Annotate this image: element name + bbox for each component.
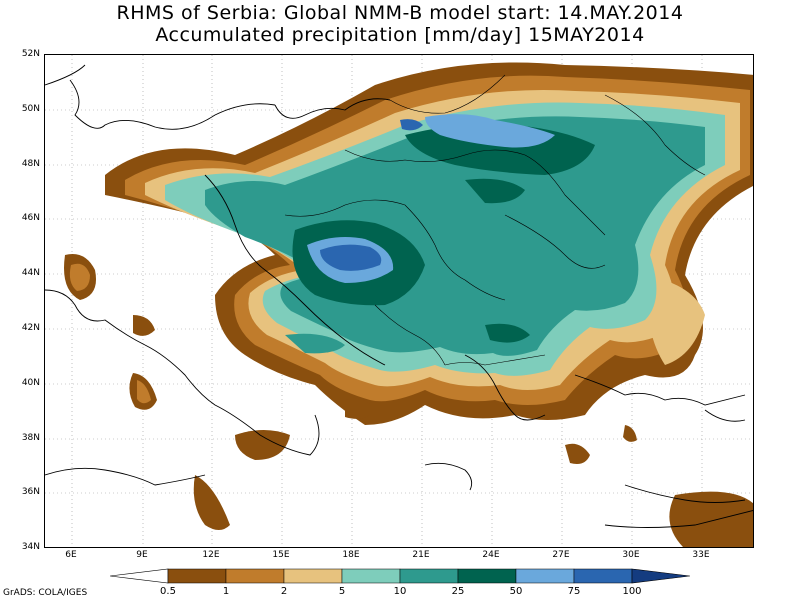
map-panel	[44, 54, 754, 548]
country-borders	[284, 74, 706, 366]
colorbar-label: 75	[567, 586, 581, 597]
lat-tick-label: 34N	[21, 542, 40, 552]
map-title-line2: Accumulated precipitation [mm/day] 15MAY…	[155, 24, 645, 46]
colorbar-label: 10	[393, 586, 407, 597]
lon-tick-label: 15E	[272, 550, 290, 560]
lat-tick-label: 36N	[21, 487, 40, 497]
lon-tick-label: 33E	[692, 550, 710, 560]
lon-tick-label: 6E	[65, 550, 77, 560]
lon-tick-label: 24E	[482, 550, 500, 560]
map-title-line1: RHMS of Serbia: Global NMM-B model start…	[116, 2, 684, 24]
precipitation-map	[45, 55, 753, 547]
lat-tick-label: 44N	[21, 268, 40, 278]
lon-tick-label: 30E	[622, 550, 640, 560]
lat-tick-label: 38N	[21, 433, 40, 443]
precipitation-colorbar	[110, 568, 690, 584]
lon-tick-label: 27E	[552, 550, 570, 560]
precip-band-75	[320, 119, 423, 271]
colorbar-label: 1	[222, 586, 230, 597]
colorbar-label: 5	[338, 586, 346, 597]
coastlines	[45, 64, 753, 528]
lat-tick-label: 48N	[21, 159, 40, 169]
lat-tick-label: 52N	[21, 49, 40, 59]
lat-tick-label: 46N	[21, 213, 40, 223]
colorbar-label: 50	[509, 586, 523, 597]
lat-tick-label: 42N	[21, 323, 40, 333]
grads-credit: GrADS: COLA/IGES	[3, 588, 88, 598]
lat-tick-label: 50N	[21, 104, 40, 114]
lon-tick-label: 12E	[202, 550, 220, 560]
lon-tick-label: 9E	[136, 550, 148, 560]
colorbar-label: 0.5	[160, 586, 176, 597]
lon-tick-label: 18E	[342, 550, 360, 560]
colorbar-label: 100	[622, 586, 642, 597]
colorbar-label: 2	[280, 586, 288, 597]
lat-tick-label: 40N	[21, 378, 40, 388]
colorbar-label: 25	[451, 586, 465, 597]
lon-tick-label: 21E	[412, 550, 430, 560]
